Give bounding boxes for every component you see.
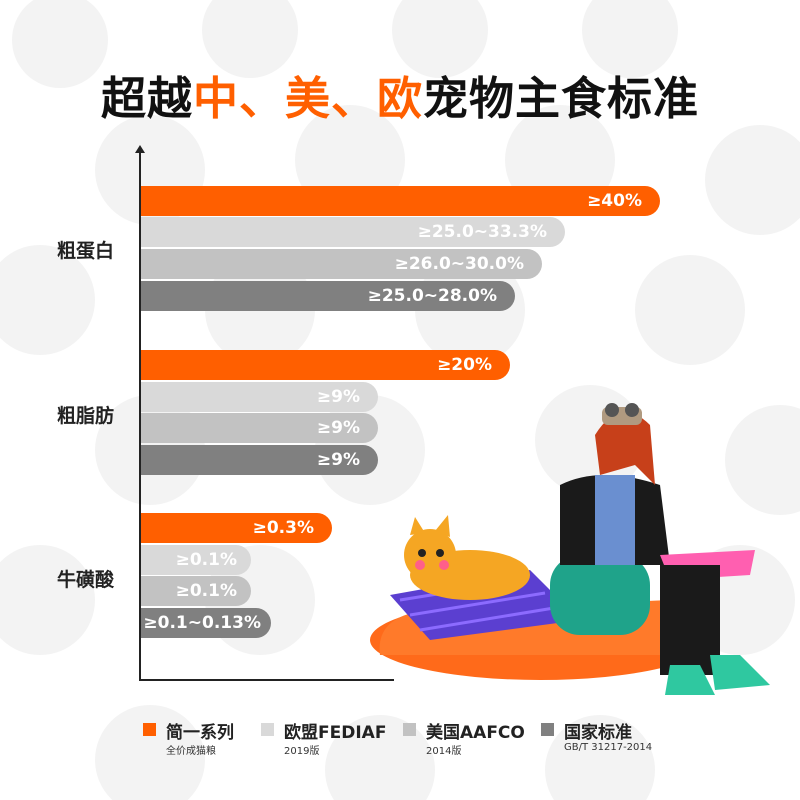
bar-aafco-fat: ≥9% xyxy=(141,413,378,443)
bar-fediaf-taurine: ≥0.1% xyxy=(141,545,251,575)
bar-national-taurine: ≥0.1~0.13% xyxy=(141,608,271,638)
legend-sublabel: GB/T 31217-2014 xyxy=(564,742,653,753)
legend-sublabel: 2014版 xyxy=(426,746,462,757)
bar-fediaf-protein: ≥25.0~33.3% xyxy=(141,217,565,247)
bar-national-protein: ≥25.0~28.0% xyxy=(141,281,515,311)
title-highlight: 中、美、欧 xyxy=(192,72,423,125)
legend-label: 美国AAFCO xyxy=(426,723,525,743)
girl-and-cat-illustration xyxy=(370,403,770,695)
legend-label: 国家标准 xyxy=(564,723,632,743)
category-label: 粗蛋白 xyxy=(57,240,115,262)
bar-fediaf-fat: ≥9% xyxy=(141,382,378,412)
axis-arrow-icon xyxy=(135,145,145,153)
category-label: 牛磺酸 xyxy=(57,569,115,591)
y-axis xyxy=(139,150,141,681)
legend-label: 欧盟FEDIAF xyxy=(284,723,387,743)
x-axis xyxy=(139,679,394,681)
bar-jianyi-fat: ≥20% xyxy=(141,350,510,380)
legend-sublabel: 2019版 xyxy=(284,746,320,757)
legend-swatch xyxy=(541,723,554,736)
bar-national-fat: ≥9% xyxy=(141,445,378,475)
legend-swatch xyxy=(403,723,416,736)
page-title: 超越中、美、欧宠物主食标准 xyxy=(0,62,800,127)
bar-aafco-protein: ≥26.0~30.0% xyxy=(141,249,542,279)
title-suffix: 宠物主食标准 xyxy=(423,72,700,125)
bar-jianyi-protein: ≥40% xyxy=(141,186,660,216)
title-prefix: 超越 xyxy=(100,72,193,125)
category-label: 粗脂肪 xyxy=(57,405,115,427)
legend-swatch xyxy=(261,723,274,736)
legend-swatch xyxy=(143,723,156,736)
bar-jianyi-taurine: ≥0.3% xyxy=(141,513,332,543)
legend-sublabel: 全价成猫粮 xyxy=(166,746,216,757)
legend-label: 简一系列 xyxy=(166,723,234,743)
bar-aafco-taurine: ≥0.1% xyxy=(141,576,251,606)
